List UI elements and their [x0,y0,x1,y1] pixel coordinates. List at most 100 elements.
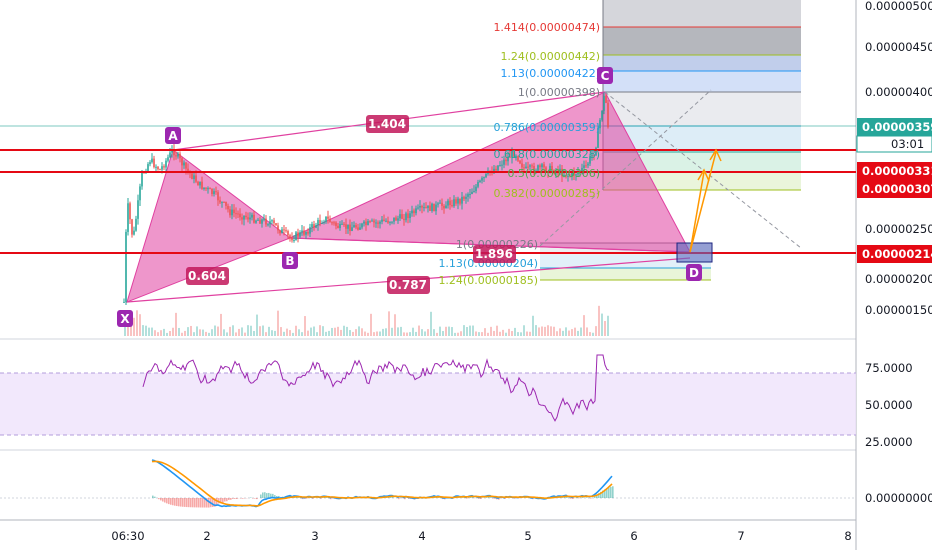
rsi-tick-50: 50.0000 [865,398,913,412]
candle-body [241,217,243,220]
volume-bar [526,331,528,336]
candle-body [419,206,421,208]
volume-bar [274,330,276,336]
time-tick-0630: 06:30 [111,529,144,543]
volume-bar [175,312,177,336]
candle-body [209,188,211,190]
macd-histogram-bar [566,496,568,498]
macd-histogram-bar [504,498,506,499]
macd-histogram-bar [596,494,598,498]
candle-body [259,219,261,224]
macd-histogram-bar [194,498,196,508]
ratio-cd: 1.896 [475,247,513,261]
volume-bar [520,332,522,336]
candle-body [505,159,507,162]
price-series [123,92,609,305]
candle-body [265,218,267,225]
volume-bar [391,327,393,336]
time-tick-2: 2 [203,529,210,543]
volume-bar [421,329,423,336]
macd-histogram-bar [390,496,392,498]
volume-bar [199,329,201,336]
macd-histogram-bar [408,498,410,499]
volume-bar [439,326,441,336]
macd-histogram-bar [600,491,602,498]
macd-pane [0,459,856,508]
volume-bar [349,330,351,336]
tag-307: 0.00000307 [862,182,932,196]
candle-body [435,204,437,212]
macd-histogram-bar [218,498,220,504]
macd-histogram-bar [174,498,176,506]
macd-histogram-bar [256,498,258,500]
candle-body [125,231,127,302]
candle-body [567,175,569,177]
macd-histogram-bar [202,498,204,508]
volume-bar [241,327,243,336]
time-tick-3: 3 [311,529,318,543]
volume-bar [220,313,222,336]
macd-tick-0: 0.00000000 [865,491,932,505]
macd-histogram-bar [582,496,584,498]
macd-histogram-bar [168,498,170,505]
macd-histogram-bar [610,486,612,498]
volume-bar [169,331,171,336]
signal-line [151,460,613,507]
candle-body [233,209,235,214]
macd-histogram-bar [232,498,234,499]
candle-body [261,219,263,224]
candle-body [191,173,193,180]
candle-body [141,172,143,187]
candle-body [397,218,399,221]
candle-body [333,222,335,224]
horizontal-levels [0,149,856,254]
candle-body [401,214,403,219]
candle-body [355,225,357,228]
candle-body [329,218,331,223]
price-tick-400: 0.00000400 [865,85,932,99]
volume-bar [229,326,231,336]
macd-histogram-bar [496,498,498,500]
macd-histogram-bar [270,493,272,498]
volume-bar [463,325,465,336]
macd-histogram-bar [570,498,572,499]
candle-body [215,191,217,193]
volume-bar [571,329,573,336]
candle-body [123,301,125,303]
volume-bar [403,332,405,336]
price-tick-500: 0.00000500 [865,0,932,13]
candle-body [133,230,135,235]
candle-body [291,237,293,241]
macd-histogram-bar [490,497,492,498]
candle-body [469,194,471,196]
candle-body [461,196,463,204]
candle-body [581,167,583,172]
candle-body [129,203,131,220]
point-x-label: X [120,312,130,326]
candle-body [569,175,571,177]
volume-bar [340,329,342,336]
candle-body [565,175,567,177]
volume-bar [166,332,168,336]
volume-bar [379,331,381,336]
candle-body [421,206,423,208]
volume-bar [223,329,225,336]
candle-body [313,224,315,228]
macd-histogram-bar [234,498,236,499]
macd-histogram-bar [598,493,600,498]
volume-bar [190,325,192,336]
candle-body [213,191,215,194]
volume-bar [259,326,261,336]
candle-body [545,167,547,172]
candle-body [601,110,603,120]
candle-body [323,221,325,224]
price-axis[interactable]: 0.00000500 0.00000450 0.00000400 0.00000… [865,0,932,317]
volume-bar [142,325,144,336]
candle-body [361,223,363,228]
volume-bar [502,329,504,336]
volume-bar [493,330,495,336]
macd-histogram-bar [154,496,156,498]
macd-histogram-bar [612,486,614,498]
time-axis[interactable]: 06:30 2 3 4 5 6 7 8 [111,529,851,543]
